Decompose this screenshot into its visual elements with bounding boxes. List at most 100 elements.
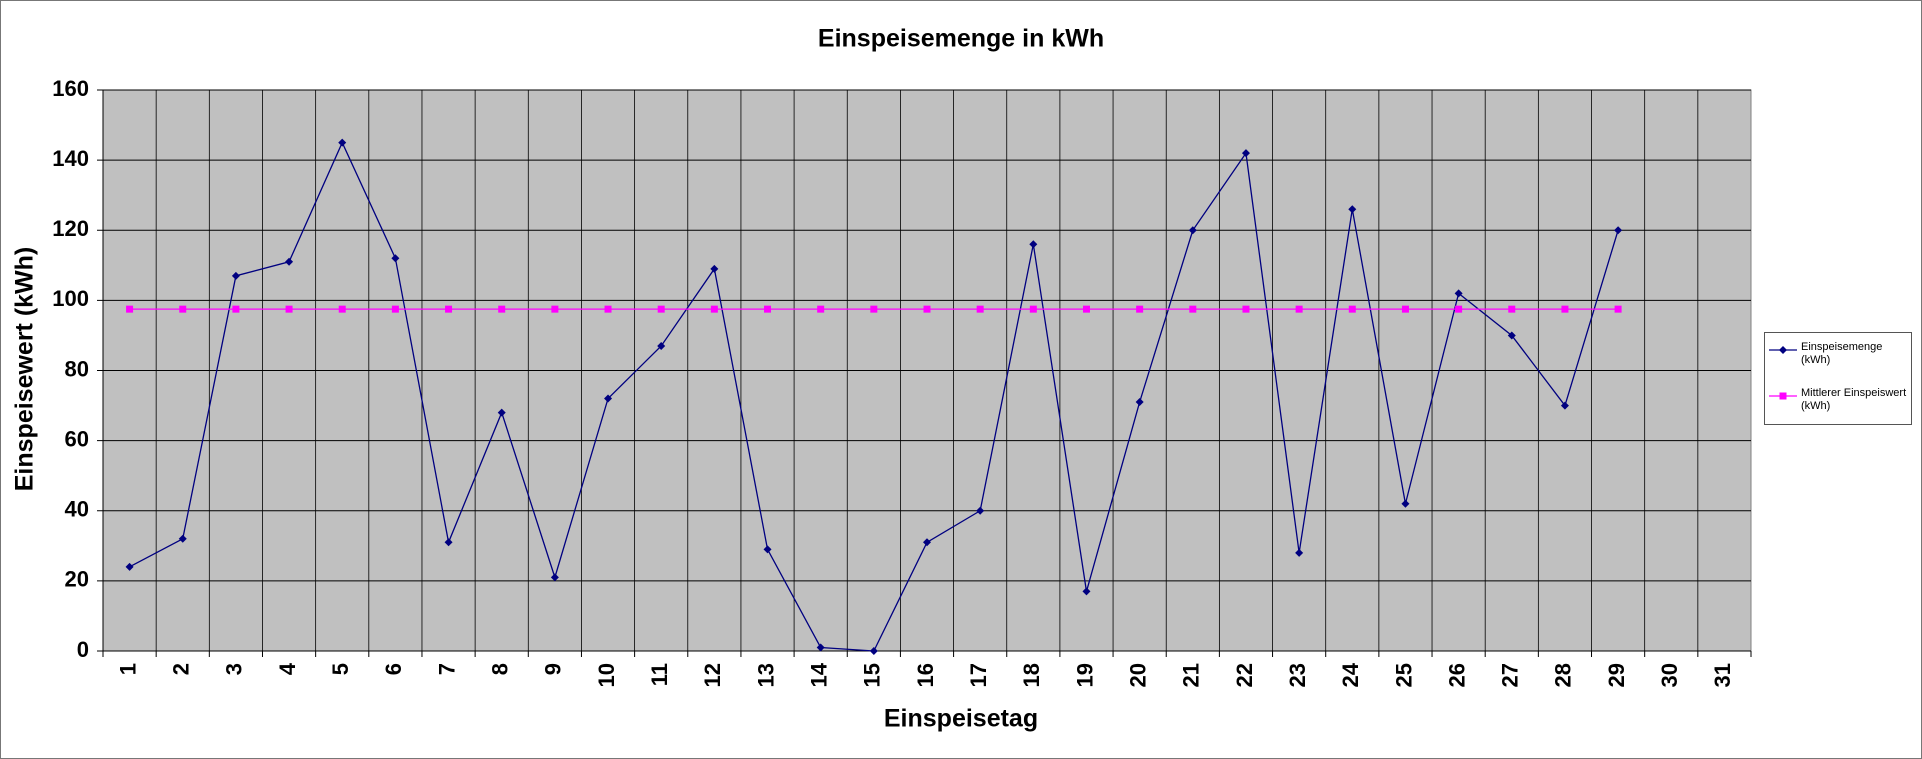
y-tick-label: 120	[52, 216, 89, 241]
data-point	[763, 545, 772, 554]
data-point	[498, 305, 506, 313]
data-point	[816, 643, 825, 652]
data-point	[1189, 305, 1197, 313]
x-tick-label: 11	[647, 663, 672, 686]
x-tick-label: 31	[1710, 663, 1735, 687]
y-tick-label: 60	[65, 426, 89, 451]
legend: Einspeisemenge (kWh) Mittlerer Einspeiswe…	[1764, 332, 1912, 425]
data-point	[657, 341, 666, 350]
y-axis-label: Einspeisewert (kWh)	[11, 247, 39, 492]
data-point	[1560, 401, 1569, 410]
data-point	[445, 305, 453, 313]
x-tick-label: 15	[860, 663, 885, 687]
data-point	[1188, 226, 1197, 235]
x-tick-label: 20	[1125, 663, 1150, 687]
x-tick-label: 29	[1604, 663, 1629, 687]
data-point	[551, 305, 559, 313]
x-tick-label: 21	[1179, 663, 1204, 687]
x-tick-label: 23	[1285, 663, 1310, 687]
x-tick-label: 7	[434, 663, 459, 675]
data-point	[232, 305, 240, 313]
data-point	[1135, 398, 1144, 407]
x-tick-label: 19	[1072, 663, 1097, 687]
data-point	[1029, 240, 1038, 249]
legend-marker	[1779, 392, 1787, 400]
data-point	[1082, 587, 1091, 596]
x-tick-label: 12	[700, 663, 725, 687]
y-tick-label: 0	[77, 637, 89, 662]
x-tick-label: 30	[1657, 663, 1682, 687]
data-point	[817, 305, 825, 313]
x-tick-label: 1	[115, 663, 140, 675]
x-tick-label: 17	[966, 663, 991, 687]
data-point	[550, 573, 559, 582]
data-point	[1455, 305, 1463, 313]
data-point	[1348, 305, 1356, 313]
legend-label: Mittlerer Einspeiswert (kWh)	[1801, 387, 1907, 412]
x-tick-label: 26	[1444, 663, 1469, 687]
data-point	[604, 394, 613, 403]
data-point	[1614, 226, 1623, 235]
data-point	[869, 647, 878, 655]
data-point	[285, 305, 293, 313]
x-tick-label: 6	[381, 663, 406, 675]
legend-key	[1769, 392, 1797, 400]
data-point	[179, 305, 187, 313]
y-tick-label: 80	[65, 356, 89, 381]
data-point	[710, 264, 719, 273]
x-tick-label: 14	[806, 662, 831, 687]
data-point	[1454, 289, 1463, 298]
data-point	[125, 562, 134, 571]
chart-title: Einspeisemenge in kWh	[818, 25, 1104, 53]
data-point	[657, 305, 665, 313]
data-point	[1401, 305, 1409, 313]
data-point	[1508, 305, 1516, 313]
data-point	[338, 305, 346, 313]
x-tick-label: 9	[541, 663, 566, 675]
data-point	[1295, 305, 1303, 313]
data-point	[1507, 331, 1516, 340]
data-point	[1082, 305, 1090, 313]
x-tick-label: 27	[1498, 663, 1523, 687]
data-point	[1401, 499, 1410, 508]
x-tick-label: 22	[1232, 663, 1257, 687]
y-tick-label: 20	[65, 567, 89, 592]
data-point	[923, 538, 931, 547]
data-point	[1136, 305, 1144, 313]
x-tick-label: 4	[275, 662, 300, 675]
data-point	[285, 257, 294, 266]
data-point	[1561, 305, 1569, 313]
data-point	[870, 305, 878, 313]
x-tick-label: 13	[753, 663, 778, 687]
x-tick-label: 16	[913, 663, 938, 687]
legend-label: Einspeisemenge (kWh)	[1801, 341, 1883, 366]
x-tick-label: 3	[222, 663, 247, 675]
x-tick-label: 24	[1338, 662, 1363, 687]
data-point	[710, 305, 718, 313]
data-point	[1295, 548, 1304, 557]
data-point	[444, 538, 453, 547]
y-tick-label: 160	[52, 76, 89, 101]
data-point	[338, 138, 347, 147]
data-point	[1029, 305, 1037, 313]
data-point	[976, 305, 984, 313]
data-point	[604, 305, 612, 313]
data-point	[126, 305, 134, 313]
legend-key	[1769, 346, 1797, 354]
x-tick-label: 18	[1019, 663, 1044, 687]
x-tick-label: 2	[169, 663, 194, 675]
x-tick-label: 10	[594, 663, 619, 687]
legend-marker	[1779, 346, 1787, 354]
data-point	[976, 506, 985, 515]
x-tick-label: 8	[488, 663, 513, 675]
data-point	[497, 408, 506, 417]
data-point	[391, 305, 399, 313]
x-axis-label: Einspeisetag	[884, 705, 1038, 733]
data-point	[1348, 205, 1357, 214]
data-point	[923, 305, 931, 313]
x-tick-label: 28	[1551, 663, 1576, 687]
data-point	[231, 271, 240, 280]
data-point	[1242, 305, 1250, 313]
